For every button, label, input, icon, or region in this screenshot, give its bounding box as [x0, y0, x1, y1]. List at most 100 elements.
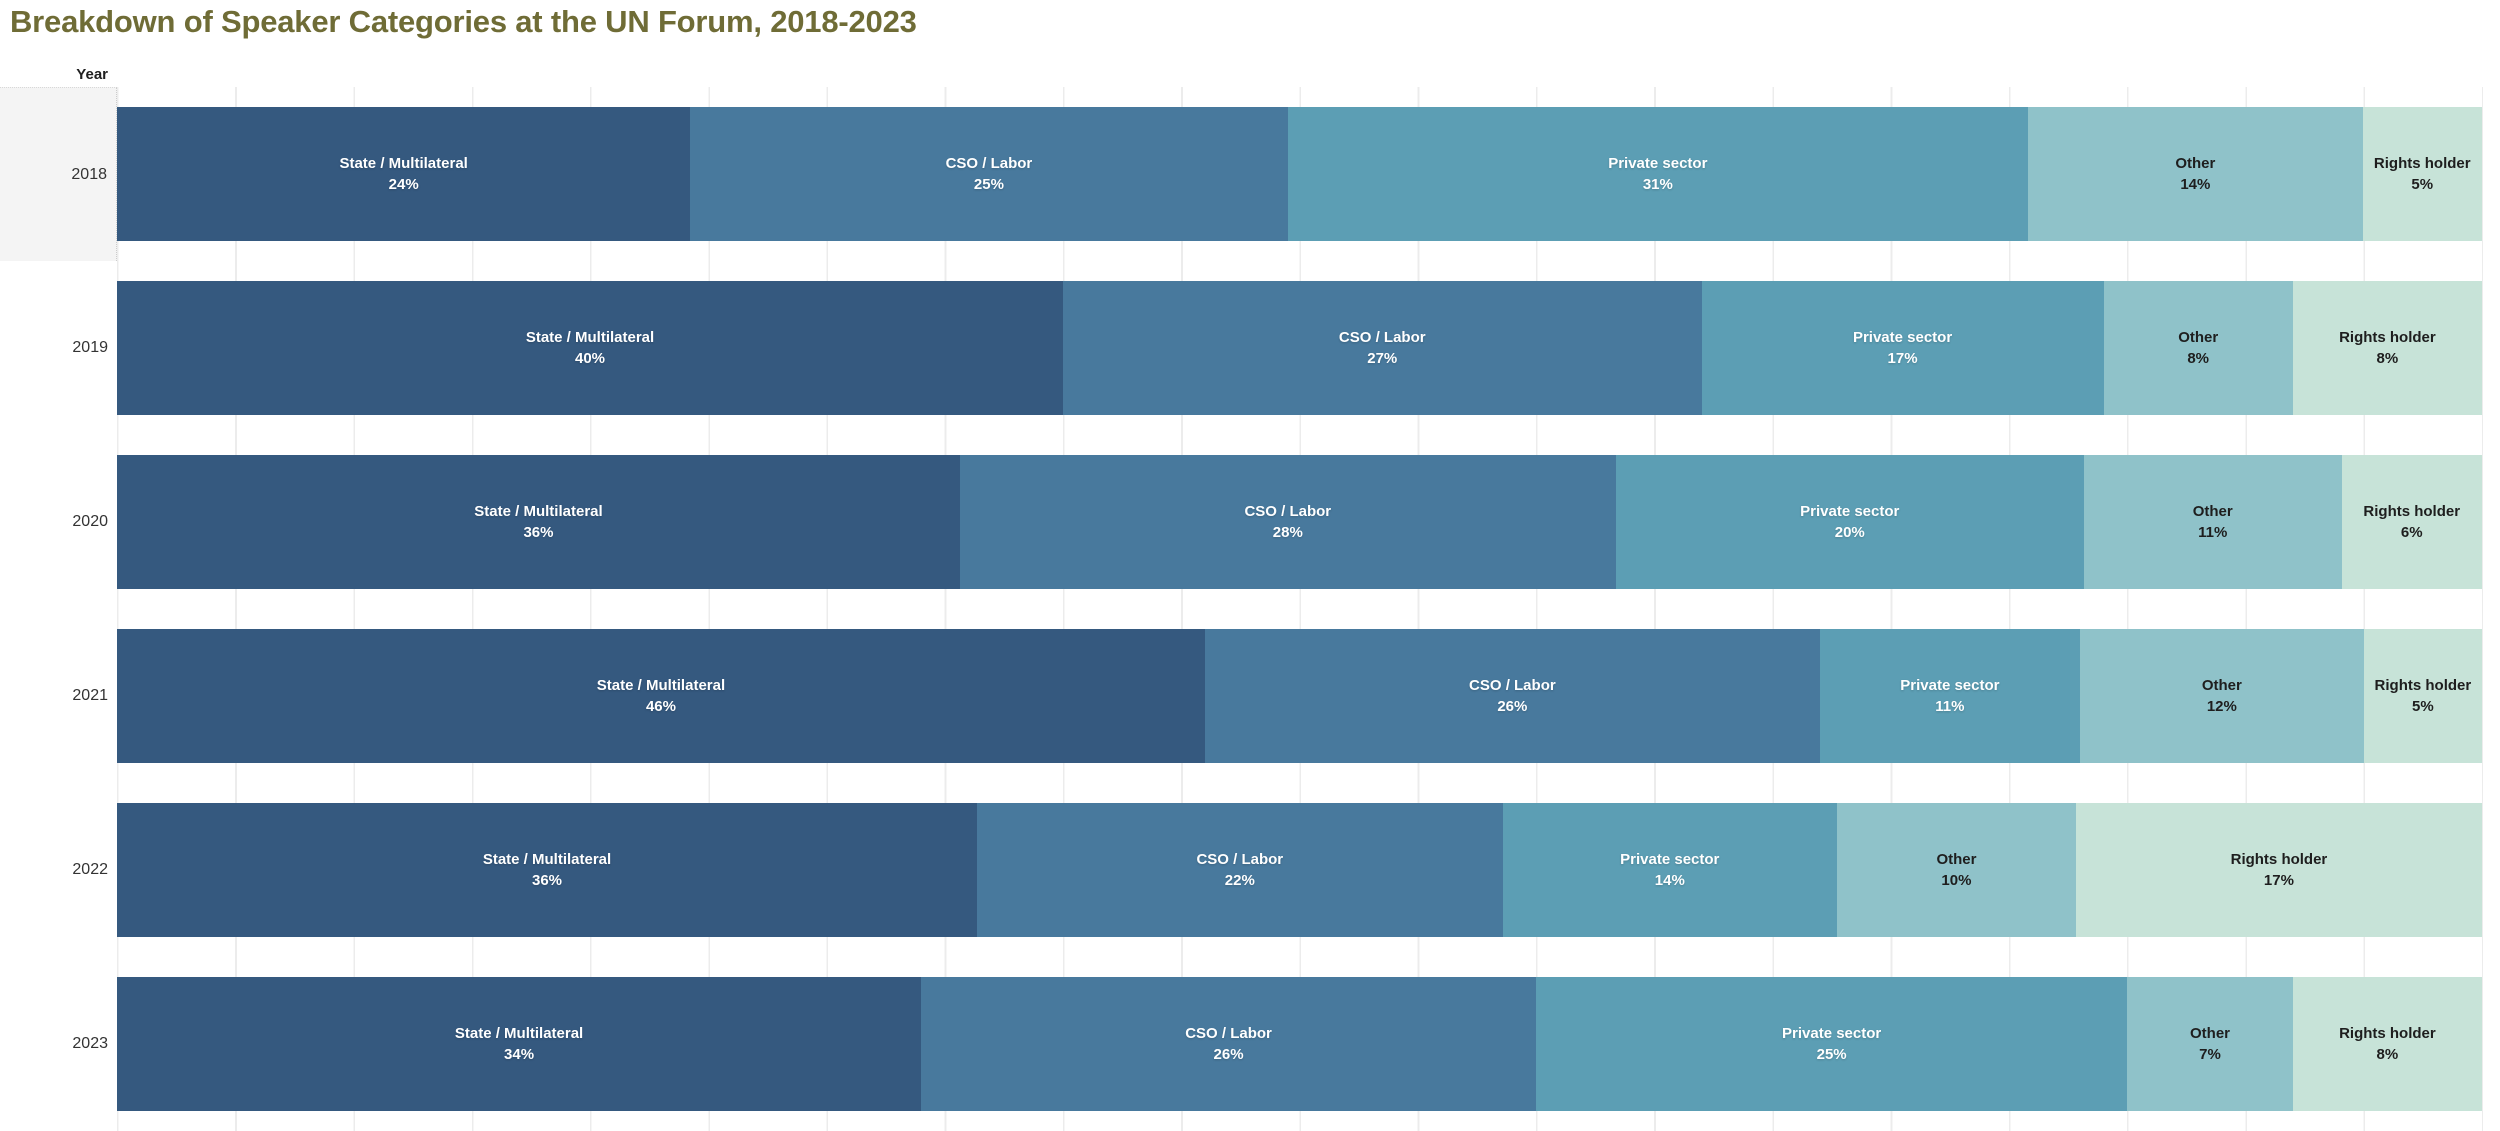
- segment-category-label: Rights holder: [2230, 851, 2328, 868]
- segment-value-label: 17%: [2263, 872, 2294, 889]
- segment-category-label: Rights holder: [2374, 677, 2472, 694]
- segment-category-label: Other: [1936, 851, 1977, 868]
- segment-category-label: Rights holder: [2373, 155, 2471, 172]
- year-label[interactable]: 2023: [72, 1035, 108, 1052]
- segment-value-label: 6%: [2400, 524, 2423, 541]
- segment-category-label: Rights holder: [2363, 503, 2461, 520]
- bar-segment-other[interactable]: Other 11%: [2083, 455, 2342, 589]
- bar-segment-rights-holder[interactable]: Rights holder 5%: [2363, 629, 2483, 763]
- segment-category-label: CSO / Labor: [1185, 1025, 1272, 1042]
- segment-category-label: CSO / Labor: [1338, 329, 1426, 346]
- bar-segment-cso-labor[interactable]: CSO / Labor 25%: [690, 107, 1288, 241]
- segment-value-label: 26%: [1213, 1046, 1244, 1063]
- segment-category-label: State / Multilateral: [482, 851, 612, 868]
- bar-segment-cso-labor[interactable]: CSO / Labor 28%: [959, 455, 1616, 589]
- segment-value-label: 34%: [504, 1046, 535, 1063]
- bar-segment-rights-holder[interactable]: Rights holder 17%: [2075, 803, 2482, 937]
- chart-row: 2018 State / Multilateral 24% CSO / Labor 25…: [0, 87, 2500, 261]
- chart-row: 2019 State / Multilateral 40% CSO / Labor 27…: [0, 261, 2500, 435]
- segment-value-label: 26%: [1497, 698, 1528, 715]
- segment-value-label: 8%: [2376, 1046, 2399, 1063]
- year-label[interactable]: 2021: [72, 687, 108, 704]
- gridlines: [117, 87, 2483, 1131]
- stacked-bar: State / Multilateral 34% CSO / Labor 26% Pri…: [117, 977, 2482, 1111]
- segment-category-label: State / Multilateral: [525, 329, 655, 346]
- segment-value-label: 31%: [1642, 176, 1673, 193]
- segment-value-label: 36%: [531, 872, 563, 889]
- segment-category-label: Rights holder: [2339, 1025, 2436, 1042]
- segment-value-label: 11%: [1935, 698, 1965, 715]
- bar-segment-other[interactable]: Other 8%: [2103, 281, 2293, 415]
- bar-segment-state-multilateral[interactable]: State / Multilateral 40%: [117, 281, 1063, 415]
- segment-value-label: 8%: [2187, 350, 2210, 367]
- bar-segment-private-sector[interactable]: Private sector 20%: [1615, 455, 2084, 589]
- stacked-bar: State / Multilateral 40% CSO / Labor 27% Pri…: [117, 281, 2482, 415]
- segment-value-label: 25%: [1816, 1046, 1847, 1063]
- bar-segment-state-multilateral[interactable]: State / Multilateral 46%: [117, 629, 1205, 763]
- bar-segment-cso-labor[interactable]: CSO / Labor 22%: [977, 803, 1503, 937]
- segment-value-label: 46%: [645, 698, 676, 715]
- year-label[interactable]: 2022: [72, 861, 108, 878]
- bar-segment-state-multilateral[interactable]: State / Multilateral 34%: [117, 977, 922, 1111]
- segment-category-label: CSO / Labor: [1469, 677, 1556, 694]
- bar-segment-state-multilateral[interactable]: State / Multilateral 24%: [117, 107, 691, 241]
- bar-segment-other[interactable]: Other 10%: [1837, 803, 2076, 937]
- segment-value-label: 14%: [1654, 872, 1685, 889]
- segment-value-label: 22%: [1224, 872, 1255, 889]
- segment-value-label: 8%: [2376, 350, 2399, 367]
- bar-segment-private-sector[interactable]: Private sector 11%: [1819, 629, 2080, 763]
- segment-value-label: 12%: [2206, 698, 2237, 715]
- bar-segment-private-sector[interactable]: Private sector 17%: [1701, 281, 2104, 415]
- segment-category-label: Other: [2190, 1025, 2231, 1042]
- year-label[interactable]: 2020: [72, 513, 108, 530]
- segment-value-label: 10%: [1941, 872, 1972, 889]
- bar-segment-other[interactable]: Other 7%: [2127, 977, 2293, 1111]
- segment-category-label: State / Multilateral: [474, 503, 603, 520]
- bar-segment-rights-holder[interactable]: Rights holder 8%: [2292, 281, 2482, 415]
- bar-segment-rights-holder[interactable]: Rights holder 8%: [2292, 977, 2482, 1111]
- segment-value-label: 25%: [973, 176, 1004, 193]
- bar-rows: 2018 State / Multilateral 24% CSO / Labor 25…: [0, 87, 2500, 1131]
- bar-segment-state-multilateral[interactable]: State / Multilateral 36%: [117, 803, 977, 937]
- bar-segment-private-sector[interactable]: Private sector 31%: [1287, 107, 2029, 241]
- bar-segment-state-multilateral[interactable]: State / Multilateral 36%: [117, 455, 960, 589]
- bar-segment-private-sector[interactable]: Private sector 14%: [1502, 803, 1837, 937]
- bar-segment-cso-labor[interactable]: CSO / Labor 26%: [1204, 629, 1820, 763]
- segment-category-label: Other: [2201, 677, 2242, 694]
- segment-value-label: 5%: [2412, 698, 2434, 715]
- segment-category-label: Private sector: [1782, 1025, 1882, 1042]
- bar-segment-rights-holder[interactable]: Rights holder 6%: [2341, 455, 2482, 589]
- segment-category-label: Other: [2178, 329, 2219, 346]
- year-label[interactable]: 2018: [0, 87, 117, 261]
- row-header-label: Year: [76, 66, 108, 83]
- segment-category-label: CSO / Labor: [1244, 503, 1332, 520]
- bar-segment-cso-labor[interactable]: CSO / Labor 27%: [1063, 281, 1702, 415]
- bar-segment-other[interactable]: Other 14%: [2028, 107, 2363, 241]
- segment-category-label: Private sector: [1900, 677, 2000, 694]
- chart-area: 2018 State / Multilateral 24% CSO / Labor 25…: [0, 87, 2500, 1131]
- segment-value-label: 11%: [2198, 524, 2228, 541]
- year-label[interactable]: 2019: [72, 339, 108, 356]
- segment-category-label: Private sector: [1608, 155, 1708, 172]
- segment-category-label: Other: [2192, 503, 2233, 520]
- chart-row: 2022 State / Multilateral 36% CSO / Labor 22…: [0, 783, 2500, 957]
- segment-value-label: 40%: [574, 350, 606, 367]
- bar-segment-rights-holder[interactable]: Rights holder 5%: [2362, 107, 2482, 241]
- bar-segment-other[interactable]: Other 12%: [2079, 629, 2364, 763]
- bar-segment-cso-labor[interactable]: CSO / Labor 26%: [921, 977, 1536, 1111]
- segment-category-label: Rights holder: [2339, 329, 2436, 346]
- segment-value-label: 28%: [1272, 524, 1303, 541]
- segment-value-label: 27%: [1367, 350, 1398, 367]
- segment-category-label: State / Multilateral: [339, 155, 468, 172]
- segment-value-label: 5%: [2411, 176, 2434, 193]
- chart-row: 2020 State / Multilateral 36% CSO / Labor 28…: [0, 435, 2500, 609]
- chart-row: 2023 State / Multilateral 34% CSO / Labor 26…: [0, 957, 2500, 1131]
- segment-category-label: State / Multilateral: [596, 677, 726, 694]
- stacked-bar: State / Multilateral 46% CSO / Labor 26% Pri…: [117, 629, 2483, 763]
- bar-segment-private-sector[interactable]: Private sector 25%: [1536, 977, 2128, 1111]
- chart-row: 2021 State / Multilateral 46% CSO / Labor 26…: [0, 609, 2500, 783]
- segment-value-label: 14%: [2180, 176, 2211, 193]
- segment-value-label: 17%: [1887, 350, 1918, 367]
- segment-value-label: 24%: [388, 176, 419, 193]
